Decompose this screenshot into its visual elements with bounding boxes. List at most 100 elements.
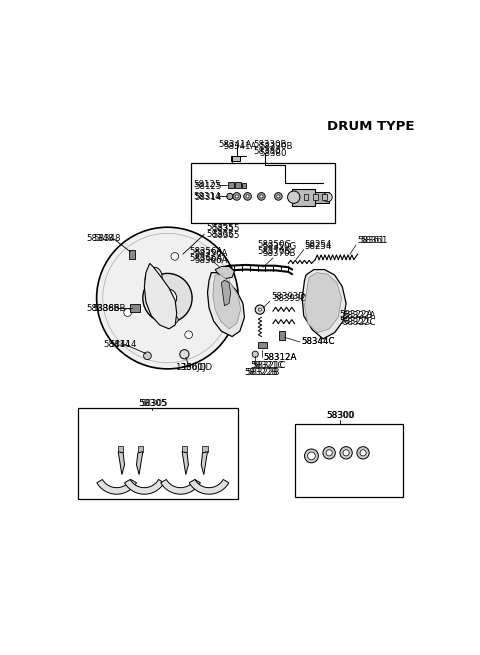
Polygon shape	[136, 452, 143, 475]
Polygon shape	[221, 280, 230, 306]
Circle shape	[304, 449, 318, 463]
Polygon shape	[182, 452, 189, 475]
Text: 58314: 58314	[193, 192, 221, 201]
Circle shape	[277, 195, 280, 198]
Text: 58300: 58300	[326, 411, 354, 421]
Text: 58321C: 58321C	[252, 360, 286, 369]
Polygon shape	[189, 479, 229, 494]
Text: 58322B: 58322B	[246, 368, 279, 377]
Text: 58348: 58348	[94, 234, 121, 243]
Text: 58125: 58125	[194, 182, 222, 191]
Circle shape	[252, 351, 258, 358]
Bar	[322, 194, 327, 200]
Text: 58380: 58380	[254, 147, 281, 157]
Text: 58125: 58125	[193, 180, 221, 189]
Bar	[313, 194, 318, 200]
Circle shape	[227, 193, 233, 200]
Circle shape	[124, 309, 132, 316]
Text: 58386B: 58386B	[86, 303, 120, 312]
Text: 58344C: 58344C	[301, 337, 335, 346]
Circle shape	[323, 193, 332, 202]
Circle shape	[343, 450, 349, 456]
Polygon shape	[144, 263, 177, 329]
Circle shape	[357, 447, 369, 459]
Text: 58254: 58254	[304, 240, 332, 250]
Text: 58356A: 58356A	[190, 248, 223, 256]
Polygon shape	[215, 267, 234, 279]
Text: 58348: 58348	[86, 234, 114, 243]
Text: 1360JD: 1360JD	[180, 363, 212, 372]
Circle shape	[96, 227, 238, 369]
Bar	[258, 342, 267, 348]
Text: 58355: 58355	[212, 224, 240, 233]
Bar	[292, 189, 315, 206]
Circle shape	[308, 452, 315, 460]
Circle shape	[143, 273, 192, 323]
Text: 58322B: 58322B	[244, 368, 278, 377]
Bar	[78, 408, 238, 499]
Bar	[203, 447, 208, 452]
Text: 58322A: 58322A	[342, 311, 376, 320]
Polygon shape	[304, 272, 341, 333]
Text: 58300: 58300	[326, 411, 355, 421]
Circle shape	[233, 193, 240, 200]
Circle shape	[288, 191, 300, 203]
Polygon shape	[124, 479, 164, 494]
Text: 58386B: 58386B	[92, 303, 125, 312]
Text: 1360JD: 1360JD	[175, 363, 206, 372]
Text: 58380: 58380	[260, 149, 288, 158]
Polygon shape	[201, 452, 207, 475]
Bar	[191, 163, 336, 223]
Text: 58305: 58305	[138, 399, 167, 408]
Text: 58393D: 58393D	[271, 292, 305, 301]
Circle shape	[246, 195, 249, 198]
Text: 58370B: 58370B	[262, 249, 296, 258]
Circle shape	[244, 193, 252, 200]
Circle shape	[260, 195, 263, 198]
Bar	[228, 182, 234, 188]
Text: 58370B: 58370B	[258, 248, 291, 256]
Text: 58344C: 58344C	[301, 337, 335, 346]
Bar	[242, 183, 246, 188]
Text: 58312A: 58312A	[263, 353, 296, 362]
Text: 58322C: 58322C	[339, 316, 372, 326]
Polygon shape	[97, 479, 136, 494]
Ellipse shape	[164, 315, 178, 324]
Text: 58314: 58314	[194, 193, 222, 202]
Circle shape	[275, 193, 282, 200]
Circle shape	[216, 271, 222, 277]
Polygon shape	[207, 272, 244, 337]
Text: 58361: 58361	[358, 236, 385, 245]
Circle shape	[144, 352, 151, 360]
Text: 58254: 58254	[304, 242, 332, 251]
Text: 58356A: 58356A	[194, 249, 228, 258]
Text: 58365: 58365	[206, 230, 233, 238]
Bar	[295, 424, 403, 498]
Circle shape	[340, 447, 352, 459]
Text: 58361: 58361	[360, 236, 387, 245]
Text: 58414: 58414	[109, 340, 136, 348]
Text: 58321C: 58321C	[251, 360, 284, 369]
Circle shape	[180, 350, 189, 359]
Circle shape	[158, 289, 177, 307]
Text: 58330B: 58330B	[260, 142, 293, 151]
Polygon shape	[161, 479, 200, 494]
Circle shape	[171, 252, 179, 260]
Circle shape	[323, 447, 336, 459]
Text: 58322A: 58322A	[339, 310, 372, 319]
Text: 58350G: 58350G	[258, 240, 292, 250]
Text: 58305: 58305	[141, 399, 168, 408]
Bar	[304, 194, 308, 200]
Text: 58341A: 58341A	[218, 140, 252, 149]
Circle shape	[258, 308, 262, 311]
Text: 58322C: 58322C	[342, 318, 376, 328]
Text: 58366A: 58366A	[194, 256, 228, 265]
Bar	[138, 447, 143, 452]
Bar	[129, 250, 135, 259]
Bar	[315, 192, 329, 202]
Ellipse shape	[145, 267, 162, 290]
Polygon shape	[302, 270, 346, 339]
Bar	[118, 447, 123, 452]
Text: 58355: 58355	[206, 223, 233, 232]
Bar	[230, 156, 240, 161]
